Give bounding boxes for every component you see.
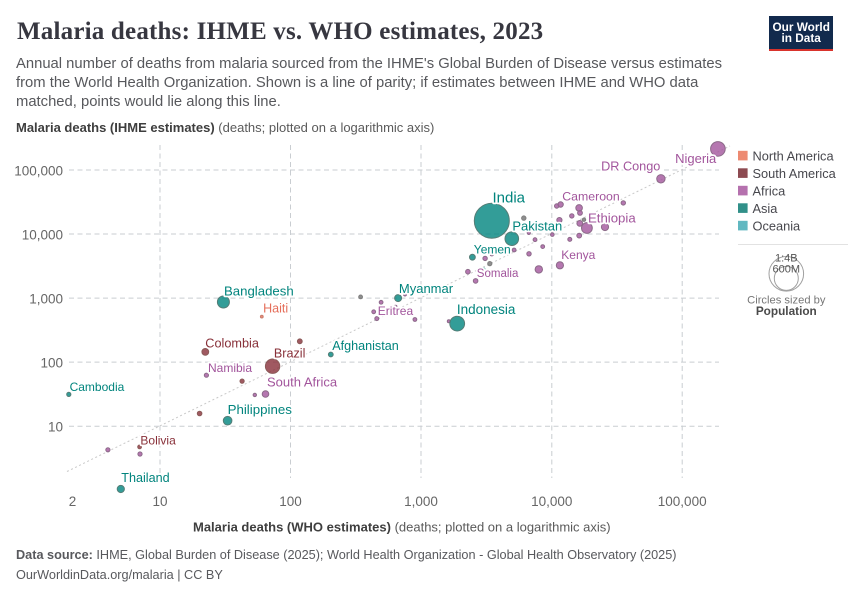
svg-text:North America: North America xyxy=(753,148,835,163)
svg-text:Philippines: Philippines xyxy=(228,402,293,417)
svg-text:10: 10 xyxy=(48,420,63,435)
svg-text:Colombia: Colombia xyxy=(205,337,260,351)
svg-text:Cambodia: Cambodia xyxy=(70,380,125,394)
svg-text:100: 100 xyxy=(279,494,302,509)
svg-text:Circles sized by: Circles sized by xyxy=(747,295,826,307)
svg-text:Brazil: Brazil xyxy=(274,346,306,360)
svg-text:Nigeria: Nigeria xyxy=(675,151,717,166)
svg-text:Malaria deaths (WHO estimates): Malaria deaths (WHO estimates) (deaths; … xyxy=(193,519,611,534)
svg-text:Myanmar: Myanmar xyxy=(399,281,454,296)
svg-text:South America: South America xyxy=(753,166,837,181)
svg-text:Bangladesh: Bangladesh xyxy=(224,283,294,298)
svg-text:Yemen: Yemen xyxy=(474,243,511,257)
svg-text:DR Congo: DR Congo xyxy=(601,159,660,173)
svg-text:Africa: Africa xyxy=(753,183,787,198)
svg-text:2: 2 xyxy=(69,494,77,509)
svg-text:Bolivia: Bolivia xyxy=(140,434,176,448)
svg-text:Somalia: Somalia xyxy=(477,268,519,280)
svg-text:100,000: 100,000 xyxy=(658,494,707,509)
svg-text:1,000: 1,000 xyxy=(404,494,438,509)
svg-text:Afghanistan: Afghanistan xyxy=(332,339,399,353)
svg-text:10,000: 10,000 xyxy=(531,494,572,509)
svg-text:Ethiopia: Ethiopia xyxy=(588,210,636,225)
svg-text:10: 10 xyxy=(152,494,167,509)
svg-text:Haiti: Haiti xyxy=(263,302,288,316)
svg-text:10,000: 10,000 xyxy=(22,228,63,243)
svg-text:India: India xyxy=(493,189,526,206)
svg-text:Namibia: Namibia xyxy=(208,361,252,375)
svg-text:1:4B: 1:4B xyxy=(775,253,798,265)
svg-text:Indonesia: Indonesia xyxy=(457,302,516,317)
svg-text:100,000: 100,000 xyxy=(14,164,63,179)
svg-text:1,000: 1,000 xyxy=(29,292,63,307)
svg-text:Kenya: Kenya xyxy=(561,248,595,262)
svg-text:100: 100 xyxy=(40,356,63,371)
svg-text:Cameroon: Cameroon xyxy=(562,190,620,204)
svg-text:Eritrea: Eritrea xyxy=(378,304,414,318)
svg-text:Thailand: Thailand xyxy=(121,471,169,485)
svg-text:Population: Population xyxy=(756,304,817,318)
svg-text:600M: 600M xyxy=(773,264,801,276)
svg-text:South Africa: South Africa xyxy=(267,374,338,389)
svg-text:Pakistan: Pakistan xyxy=(512,219,562,234)
svg-text:Oceania: Oceania xyxy=(753,218,802,233)
svg-text:Asia: Asia xyxy=(753,201,779,216)
